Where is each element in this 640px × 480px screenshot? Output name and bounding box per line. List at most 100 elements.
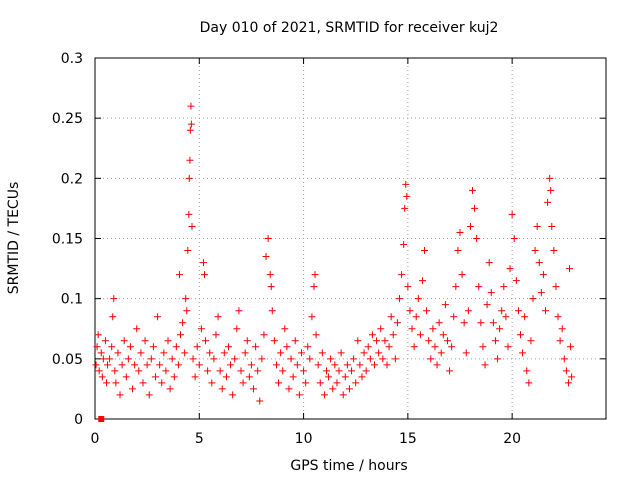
data-point — [567, 343, 575, 351]
data-point — [403, 192, 411, 200]
data-point — [547, 186, 555, 194]
data-point — [396, 295, 404, 303]
data-point — [485, 259, 493, 267]
data-point — [126, 343, 134, 351]
data-point — [264, 235, 272, 242]
data-point — [97, 349, 105, 357]
data-point — [160, 349, 168, 357]
data-point — [222, 373, 230, 381]
data-point — [218, 385, 226, 393]
data-point — [114, 349, 122, 357]
data-point — [452, 283, 460, 291]
data-point — [337, 349, 345, 357]
data-point — [306, 355, 314, 363]
data-point — [191, 373, 199, 381]
data-point — [202, 337, 210, 345]
data-point — [450, 313, 458, 321]
data-point — [98, 373, 106, 381]
data-point — [466, 222, 474, 230]
data-point — [182, 295, 190, 303]
data-point — [458, 271, 466, 279]
data-point — [479, 343, 487, 351]
data-point — [512, 277, 520, 285]
data-point — [235, 307, 243, 315]
data-point — [112, 379, 120, 387]
data-point — [498, 307, 506, 315]
data-point — [335, 367, 343, 375]
data-point — [172, 343, 180, 351]
data-point — [308, 313, 316, 321]
data-point — [387, 313, 395, 321]
data-point — [102, 379, 110, 387]
data-point — [208, 379, 216, 387]
data-point — [325, 373, 333, 381]
data-point — [135, 367, 143, 375]
data-point — [491, 337, 499, 345]
data-point — [277, 349, 285, 357]
data-point — [320, 391, 328, 399]
data-point — [375, 349, 383, 357]
data-point — [137, 349, 145, 357]
data-point — [133, 325, 141, 333]
data-point — [514, 307, 522, 315]
data-point — [141, 337, 149, 345]
data-point — [183, 307, 191, 315]
data-point — [548, 222, 556, 230]
y-tick-label: 0.2 — [61, 171, 83, 187]
data-point — [204, 367, 212, 375]
data-point — [502, 313, 510, 321]
data-point — [129, 385, 137, 393]
data-point — [425, 337, 433, 345]
data-point — [101, 337, 109, 345]
data-point — [406, 307, 414, 315]
data-point — [243, 337, 251, 345]
data-point — [201, 271, 208, 279]
data-point — [124, 355, 132, 363]
data-point — [523, 367, 531, 375]
data-point — [516, 331, 524, 339]
data-point — [272, 361, 280, 369]
data-point — [400, 241, 408, 249]
data-point — [529, 295, 537, 303]
data-point — [250, 385, 258, 393]
y-tick-label: 0.25 — [52, 111, 83, 127]
data-point — [537, 289, 545, 297]
data-point — [339, 391, 347, 399]
data-point — [289, 373, 297, 381]
data-point — [389, 331, 397, 339]
chart-title: Day 010 of 2021, SRMTID for receiver kuj… — [200, 20, 499, 36]
data-point — [429, 325, 437, 333]
data-point — [487, 289, 495, 297]
data-point — [414, 295, 422, 303]
data-points — [92, 102, 576, 422]
data-point — [350, 355, 358, 363]
data-point — [95, 367, 103, 375]
data-point — [439, 331, 447, 339]
data-point — [122, 373, 130, 381]
data-point — [402, 180, 410, 188]
data-point — [469, 186, 477, 194]
data-point — [120, 337, 128, 345]
data-point — [111, 367, 119, 375]
data-point — [164, 337, 172, 345]
data-point — [193, 343, 201, 351]
data-point — [174, 361, 182, 369]
data-point — [464, 307, 472, 315]
data-point — [364, 343, 372, 351]
data-point — [287, 355, 295, 363]
data-point — [421, 247, 429, 255]
data-point — [358, 373, 366, 381]
data-point — [560, 355, 568, 363]
data-point — [562, 367, 570, 375]
y-axis-label: SRMTID / TECUs — [6, 182, 22, 295]
data-point — [314, 361, 322, 369]
data-point — [206, 349, 214, 357]
y-tick-label: 0.15 — [52, 232, 83, 248]
data-point — [297, 349, 305, 357]
data-point — [494, 355, 502, 363]
data-point — [247, 361, 255, 369]
data-point — [181, 349, 189, 357]
data-point — [237, 367, 245, 375]
data-point — [448, 343, 456, 351]
data-point — [210, 355, 218, 363]
